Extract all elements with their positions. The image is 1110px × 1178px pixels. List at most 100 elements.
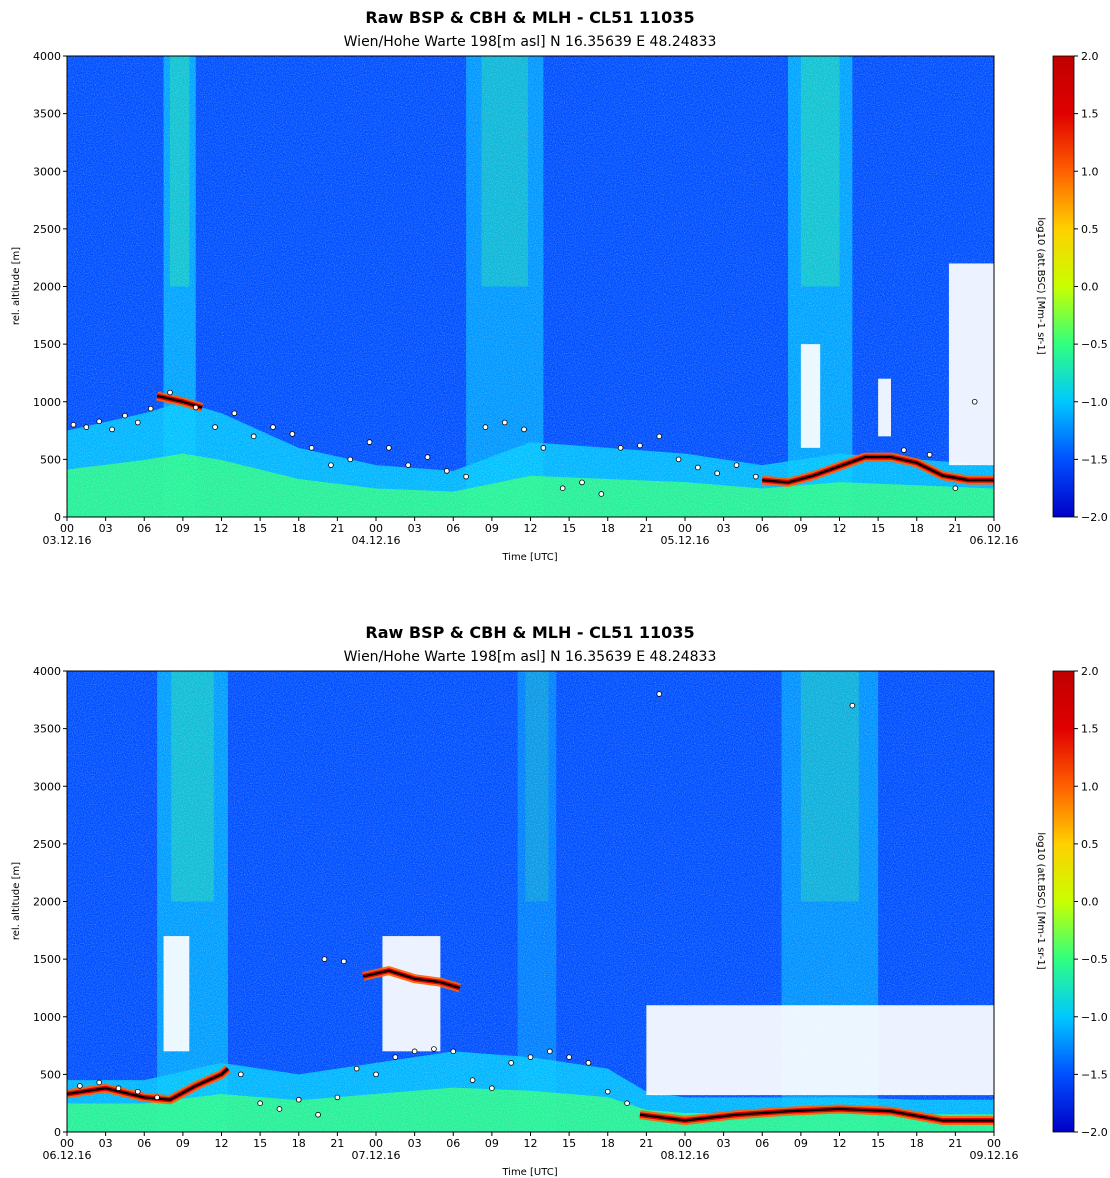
colorbar — [1052, 670, 1075, 1133]
cbh-point — [135, 1088, 141, 1095]
cbh-point — [585, 1060, 592, 1066]
colorbar — [1052, 55, 1075, 518]
x-tick-label: 15 — [871, 1137, 885, 1150]
x-tick-label: 00 — [987, 1137, 1001, 1150]
chart-panel-bottom: Raw BSP & CBH & MLH - CL51 11035 Wien/Ho… — [11, 623, 1108, 1178]
x-tick-label: 00 — [987, 522, 1001, 535]
x-tick-label: 18 — [601, 1137, 615, 1150]
x-axis-label: Time [UTC] — [501, 552, 557, 563]
x-tick-label: 06 — [137, 522, 151, 535]
colorbar-label: log10 (att.BSC) [Mm-1 sr-1] — [1035, 832, 1046, 969]
y-tick-label: 500 — [40, 1068, 61, 1081]
x-tick-label: 12 — [215, 522, 229, 535]
cbh-point — [604, 1088, 611, 1095]
x-tick-label: 00 — [369, 1137, 383, 1150]
date-label: 05.12.16 — [661, 534, 710, 547]
cbh-point — [238, 1071, 244, 1078]
x-tick-label: 03 — [717, 522, 731, 535]
cbh-point — [489, 1085, 495, 1092]
date-label: 09.12.16 — [970, 1149, 1019, 1162]
x-tick-label: 21 — [948, 1137, 962, 1150]
cbh-point — [353, 1065, 360, 1072]
x-tick-label: 09 — [794, 1137, 808, 1150]
cbh-point — [501, 419, 508, 426]
x-tick-label: 12 — [215, 1137, 229, 1150]
cbh-point — [579, 479, 585, 486]
y-tick-label: 4000 — [33, 665, 61, 678]
x-tick-label: 09 — [485, 522, 499, 535]
cbh-point — [508, 1060, 514, 1066]
colorbar-tick-label: 2.0 — [1081, 665, 1099, 678]
x-tick-label: 21 — [948, 522, 962, 535]
cbh-point — [901, 447, 907, 453]
cbh-point — [77, 1083, 83, 1089]
cbh-point — [115, 1085, 122, 1092]
y-axis-label: rel. altitude [m] — [11, 247, 22, 325]
x-tick-label: 21 — [330, 522, 344, 535]
x-tick-label: 18 — [910, 1137, 924, 1150]
x-tick-label: 00 — [60, 1137, 74, 1150]
colorbar-tick-label: 1.5 — [1081, 723, 1099, 736]
cbh-point — [547, 1048, 553, 1055]
cbh-point — [135, 419, 141, 426]
x-tick-label: 00 — [678, 1137, 692, 1150]
cbh-point — [431, 1046, 437, 1052]
colorbar-tick-label: 1.0 — [1081, 780, 1099, 793]
colorbar-tick-label: 0.5 — [1081, 838, 1099, 851]
cbh-point — [527, 1054, 534, 1060]
cbh-point — [231, 410, 238, 417]
y-tick-label: 2500 — [33, 223, 61, 236]
date-label: 04.12.16 — [352, 534, 401, 547]
colorbar-tick-label: 1.5 — [1081, 108, 1099, 121]
cbh-point — [70, 421, 77, 428]
cbh-point — [321, 956, 328, 962]
cbh-point — [424, 454, 431, 460]
x-axis-label: Time [UTC] — [501, 1167, 557, 1178]
x-tick-label: 21 — [639, 1137, 653, 1150]
x-tick-label: 12 — [833, 522, 847, 535]
y-tick-label: 2000 — [33, 281, 61, 294]
cbh-point — [328, 462, 334, 468]
colorbar-tick-label: 0.5 — [1081, 223, 1099, 236]
y-tick-label: 3500 — [33, 108, 61, 121]
colorbar-label: log10 (att.BSC) [Mm-1 sr-1] — [1035, 217, 1046, 354]
x-tick-label: 09 — [176, 522, 190, 535]
y-tick-label: 3000 — [33, 780, 61, 793]
chart-panel-top: Raw BSP & CBH & MLH - CL51 11035 Wien/Ho… — [11, 8, 1108, 563]
cbh-point — [392, 1054, 399, 1060]
cbh-point — [624, 1100, 630, 1106]
y-tick-label: 3500 — [33, 723, 61, 736]
cbh-point — [753, 473, 759, 480]
colorbar-tick-label: 2.0 — [1081, 50, 1099, 63]
mlh-line — [67, 1067, 229, 1101]
colorbar-tick-label: −0.5 — [1081, 953, 1108, 966]
y-tick-label: 1500 — [33, 953, 61, 966]
colorbar-ticks: 2.0 1.5 1.0 0.5 0.0 −0.5 −1.0 −1.5 −2.0 — [1074, 665, 1108, 1139]
cbh-point — [212, 424, 218, 430]
x-tick-label: 03 — [408, 1137, 422, 1150]
y-tick-label: 3000 — [33, 165, 61, 178]
x-tick-label: 21 — [330, 1137, 344, 1150]
colorbar-tick-label: −2.0 — [1081, 1126, 1108, 1139]
colorbar-tick-label: −1.0 — [1081, 396, 1108, 409]
y-tick-label: 1000 — [33, 1011, 61, 1024]
x-tick-label: 09 — [176, 1137, 190, 1150]
cbh-point — [109, 426, 115, 433]
colorbar-tick-label: 1.0 — [1081, 165, 1099, 178]
cbh-point — [656, 433, 663, 440]
chart-title: Raw BSP & CBH & MLH - CL51 11035 — [365, 8, 694, 27]
x-tick-label: 18 — [292, 1137, 306, 1150]
cbh-point — [276, 1106, 283, 1112]
y-tick-label: 0 — [54, 1126, 61, 1139]
colorbar-tick-label: −1.5 — [1081, 1068, 1108, 1081]
cbh-point — [250, 433, 257, 440]
x-tick-label: 00 — [60, 522, 74, 535]
x-tick-label: 03 — [717, 1137, 731, 1150]
colorbar-ticks: 2.0 1.5 1.0 0.5 0.0 −0.5 −1.0 −1.5 −2.0 — [1074, 50, 1108, 524]
x-tick-label: 15 — [253, 522, 267, 535]
x-tick-label: 06 — [446, 522, 460, 535]
date-label: 06.12.16 — [43, 1149, 92, 1162]
noise-overlay — [67, 671, 994, 1132]
